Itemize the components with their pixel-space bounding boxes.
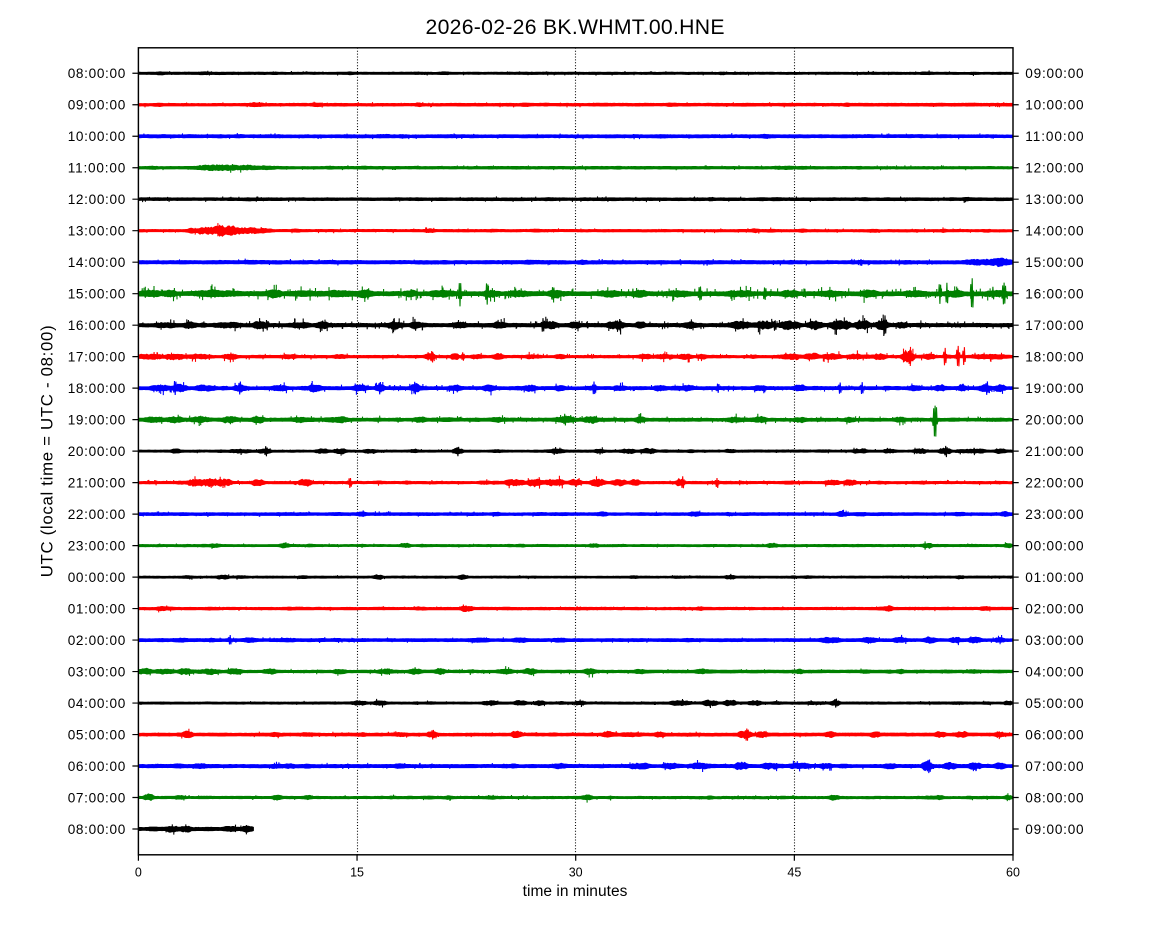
svg-text:01:00:00: 01:00:00 — [1025, 570, 1084, 585]
svg-text:11:00:00: 11:00:00 — [68, 161, 126, 176]
svg-text:0: 0 — [135, 866, 142, 880]
svg-text:06:00:00: 06:00:00 — [1025, 727, 1084, 742]
svg-text:30: 30 — [569, 866, 583, 880]
svg-text:14:00:00: 14:00:00 — [1025, 224, 1084, 239]
svg-text:10:00:00: 10:00:00 — [68, 129, 126, 144]
svg-text:05:00:00: 05:00:00 — [1025, 696, 1084, 711]
svg-text:08:00:00: 08:00:00 — [68, 822, 126, 837]
svg-text:2026-02-26 BK.WHMT.00.HNE: 2026-02-26 BK.WHMT.00.HNE — [426, 16, 725, 39]
svg-text:13:00:00: 13:00:00 — [1025, 192, 1084, 207]
svg-text:23:00:00: 23:00:00 — [1025, 507, 1084, 522]
svg-text:09:00:00: 09:00:00 — [68, 98, 126, 113]
svg-text:02:00:00: 02:00:00 — [68, 633, 126, 648]
svg-text:17:00:00: 17:00:00 — [68, 349, 126, 364]
svg-text:00:00:00: 00:00:00 — [68, 570, 126, 585]
svg-text:60: 60 — [1006, 866, 1020, 880]
svg-text:08:00:00: 08:00:00 — [1025, 790, 1084, 805]
svg-text:18:00:00: 18:00:00 — [1025, 349, 1084, 364]
svg-text:15:00:00: 15:00:00 — [1025, 255, 1084, 270]
svg-text:16:00:00: 16:00:00 — [1025, 286, 1084, 301]
svg-text:06:00:00: 06:00:00 — [68, 759, 126, 774]
svg-text:23:00:00: 23:00:00 — [68, 538, 126, 553]
svg-text:05:00:00: 05:00:00 — [68, 727, 126, 742]
svg-text:14:00:00: 14:00:00 — [68, 255, 126, 270]
svg-text:20:00:00: 20:00:00 — [68, 444, 126, 459]
svg-text:15:00:00: 15:00:00 — [68, 286, 126, 301]
svg-text:time in minutes: time in minutes — [523, 883, 628, 900]
svg-text:02:00:00: 02:00:00 — [1025, 601, 1084, 616]
svg-text:07:00:00: 07:00:00 — [1025, 759, 1084, 774]
svg-text:21:00:00: 21:00:00 — [68, 475, 126, 490]
svg-text:09:00:00: 09:00:00 — [1025, 822, 1084, 837]
svg-text:09:00:00: 09:00:00 — [1025, 66, 1084, 81]
svg-text:19:00:00: 19:00:00 — [68, 412, 126, 427]
svg-text:04:00:00: 04:00:00 — [1025, 664, 1084, 679]
svg-text:10:00:00: 10:00:00 — [1025, 98, 1084, 113]
svg-text:UTC (local time = UTC - 08:00): UTC (local time = UTC - 08:00) — [38, 325, 57, 577]
svg-text:22:00:00: 22:00:00 — [68, 507, 126, 522]
svg-text:11:00:00: 11:00:00 — [1025, 129, 1084, 144]
svg-text:45: 45 — [787, 866, 801, 880]
svg-text:12:00:00: 12:00:00 — [68, 192, 126, 207]
svg-text:07:00:00: 07:00:00 — [68, 790, 126, 805]
svg-text:04:00:00: 04:00:00 — [68, 696, 126, 711]
svg-text:20:00:00: 20:00:00 — [1025, 412, 1084, 427]
svg-text:03:00:00: 03:00:00 — [1025, 633, 1084, 648]
svg-text:00:00:00: 00:00:00 — [1025, 538, 1084, 553]
svg-text:22:00:00: 22:00:00 — [1025, 475, 1084, 490]
svg-text:03:00:00: 03:00:00 — [68, 664, 126, 679]
svg-text:01:00:00: 01:00:00 — [68, 601, 126, 616]
svg-text:13:00:00: 13:00:00 — [68, 224, 126, 239]
svg-text:16:00:00: 16:00:00 — [68, 318, 126, 333]
svg-text:08:00:00: 08:00:00 — [68, 66, 126, 81]
svg-text:12:00:00: 12:00:00 — [1025, 161, 1084, 176]
svg-text:19:00:00: 19:00:00 — [1025, 381, 1084, 396]
svg-text:18:00:00: 18:00:00 — [68, 381, 126, 396]
svg-text:17:00:00: 17:00:00 — [1025, 318, 1084, 333]
svg-text:15: 15 — [350, 866, 364, 880]
svg-text:21:00:00: 21:00:00 — [1025, 444, 1084, 459]
